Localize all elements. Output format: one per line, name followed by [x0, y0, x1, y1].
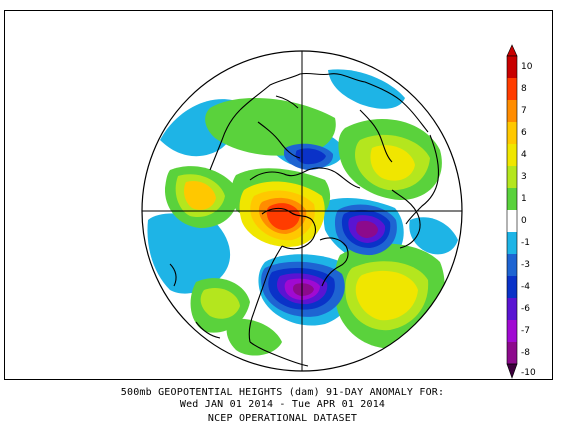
colorbar-label: 0 — [521, 216, 527, 226]
colorbar-bottom-arrow — [506, 363, 518, 379]
anomaly-area-green-south — [226, 318, 282, 356]
colorbar — [506, 44, 518, 379]
colorbar-label: -4 — [521, 282, 530, 292]
plot-border — [4, 10, 553, 380]
colorbar-label: 3 — [521, 172, 527, 182]
land-outlines — [169, 72, 440, 367]
colorbar-label: 10 — [521, 62, 533, 72]
colorbar-bin-4 — [507, 122, 517, 144]
colorbar-bin-10 — [507, 254, 517, 276]
colorbar-label: -1 — [521, 238, 530, 248]
anomaly-area-darkblue-siberia — [295, 148, 326, 165]
colorbar-label: 6 — [521, 128, 527, 138]
colorbar-label: 1 — [521, 194, 527, 204]
anomaly-area-red-alaska — [266, 203, 300, 230]
colorbar-top-arrow — [506, 44, 518, 57]
caption-line-3: NCEP OPERATIONAL DATASET — [207, 413, 358, 424]
colorbar-label: 4 — [521, 150, 527, 160]
colorbar-label: -8 — [521, 348, 530, 358]
colorbar-bin-14 — [507, 342, 517, 364]
colorbar-label: 7 — [521, 106, 527, 116]
anomaly-area-yellow-west — [184, 180, 216, 210]
caption-line-1: 500mb GEOPOTENTIAL HEIGHTS (dam) 91-DAY … — [120, 387, 445, 398]
colorbar-bin-7 — [507, 188, 517, 210]
anomaly-area-blue-west — [147, 213, 231, 294]
colorbar-bin-8 — [507, 210, 517, 232]
colorbar-label: -3 — [521, 260, 530, 270]
colorbar-bin-3 — [507, 100, 517, 122]
anomaly-area-blue-north — [328, 69, 405, 109]
map-disk-outline — [141, 50, 463, 372]
colorbar-label: -10 — [521, 368, 536, 378]
anomaly-area-deeppurple-europe — [356, 220, 378, 238]
colorbar-label: -6 — [521, 304, 530, 314]
colorbar-bin-13 — [507, 320, 517, 342]
anomaly-map — [142, 51, 462, 371]
anomaly-area-yellow-ne — [370, 145, 415, 181]
colorbar-label: -7 — [521, 326, 530, 336]
anomaly-area-deeppurple-canada — [293, 283, 314, 296]
colorbar-bin-11 — [507, 276, 517, 298]
anomaly-area-yellow-atlantic — [355, 270, 418, 321]
colorbar-bin-6 — [507, 166, 517, 188]
colorbar-bin-9 — [507, 232, 517, 254]
colorbar-label: 8 — [521, 84, 527, 94]
colorbar-bin-1 — [507, 56, 517, 78]
anomaly-area-lime-sw — [200, 287, 240, 319]
anomaly-area-blue-east — [409, 217, 458, 255]
colorbar-outline — [506, 55, 518, 365]
colorbar-bin-5 — [507, 144, 517, 166]
colorbar-bin-2 — [507, 78, 517, 100]
colorbar-bin-12 — [507, 298, 517, 320]
caption-line-2: Wed JAN 01 2014 - Tue APR 01 2014 — [179, 399, 386, 410]
